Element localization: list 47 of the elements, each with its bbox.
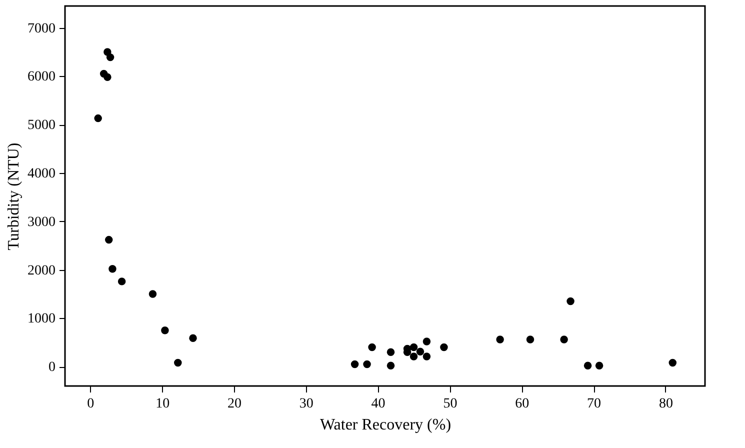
x-tick-label: 40 xyxy=(371,396,386,412)
point xyxy=(363,360,371,368)
point xyxy=(416,348,424,356)
point xyxy=(566,297,574,306)
point xyxy=(422,352,431,360)
x-tick-label: 60 xyxy=(515,396,530,412)
point xyxy=(526,336,534,344)
point xyxy=(584,362,592,370)
point xyxy=(386,362,395,370)
point xyxy=(108,264,116,273)
point xyxy=(386,348,395,356)
point xyxy=(106,53,114,62)
y-tick-label: 5000 xyxy=(28,118,56,134)
y-axis-title: Turbidity (NTU) xyxy=(6,142,22,250)
point xyxy=(410,352,418,360)
point xyxy=(174,358,182,367)
point xyxy=(410,343,418,352)
x-tick-label: 70 xyxy=(587,396,602,412)
point xyxy=(350,360,359,368)
y-tick-label: 1000 xyxy=(28,312,56,327)
y-tick-label: 0 xyxy=(48,360,56,376)
x-tick-label: 0 xyxy=(87,396,94,412)
x-tick-label: 30 xyxy=(299,396,314,412)
point xyxy=(94,114,102,122)
y-tick-label: 2000 xyxy=(28,263,56,278)
y-tick-label: 3000 xyxy=(28,214,56,230)
point xyxy=(560,336,568,344)
y-tick-label: 4000 xyxy=(28,166,56,182)
x-tick-label: 80 xyxy=(658,396,673,412)
point xyxy=(668,358,677,367)
x-axis-title: Water Recovery (%) xyxy=(320,416,452,434)
point xyxy=(118,278,126,286)
y-tick-label: 6000 xyxy=(28,70,56,85)
point xyxy=(422,338,431,346)
point xyxy=(440,343,448,352)
x-tick-label: 10 xyxy=(156,396,170,412)
x-tick-label: 20 xyxy=(227,396,242,412)
point xyxy=(104,236,113,244)
point xyxy=(368,343,376,352)
point xyxy=(189,334,197,342)
point xyxy=(595,362,604,370)
point xyxy=(148,290,157,298)
point xyxy=(104,73,112,82)
x-tick-label: 50 xyxy=(443,396,458,412)
y-tick-label: 7000 xyxy=(28,21,56,36)
point xyxy=(496,336,504,344)
point xyxy=(161,326,169,334)
